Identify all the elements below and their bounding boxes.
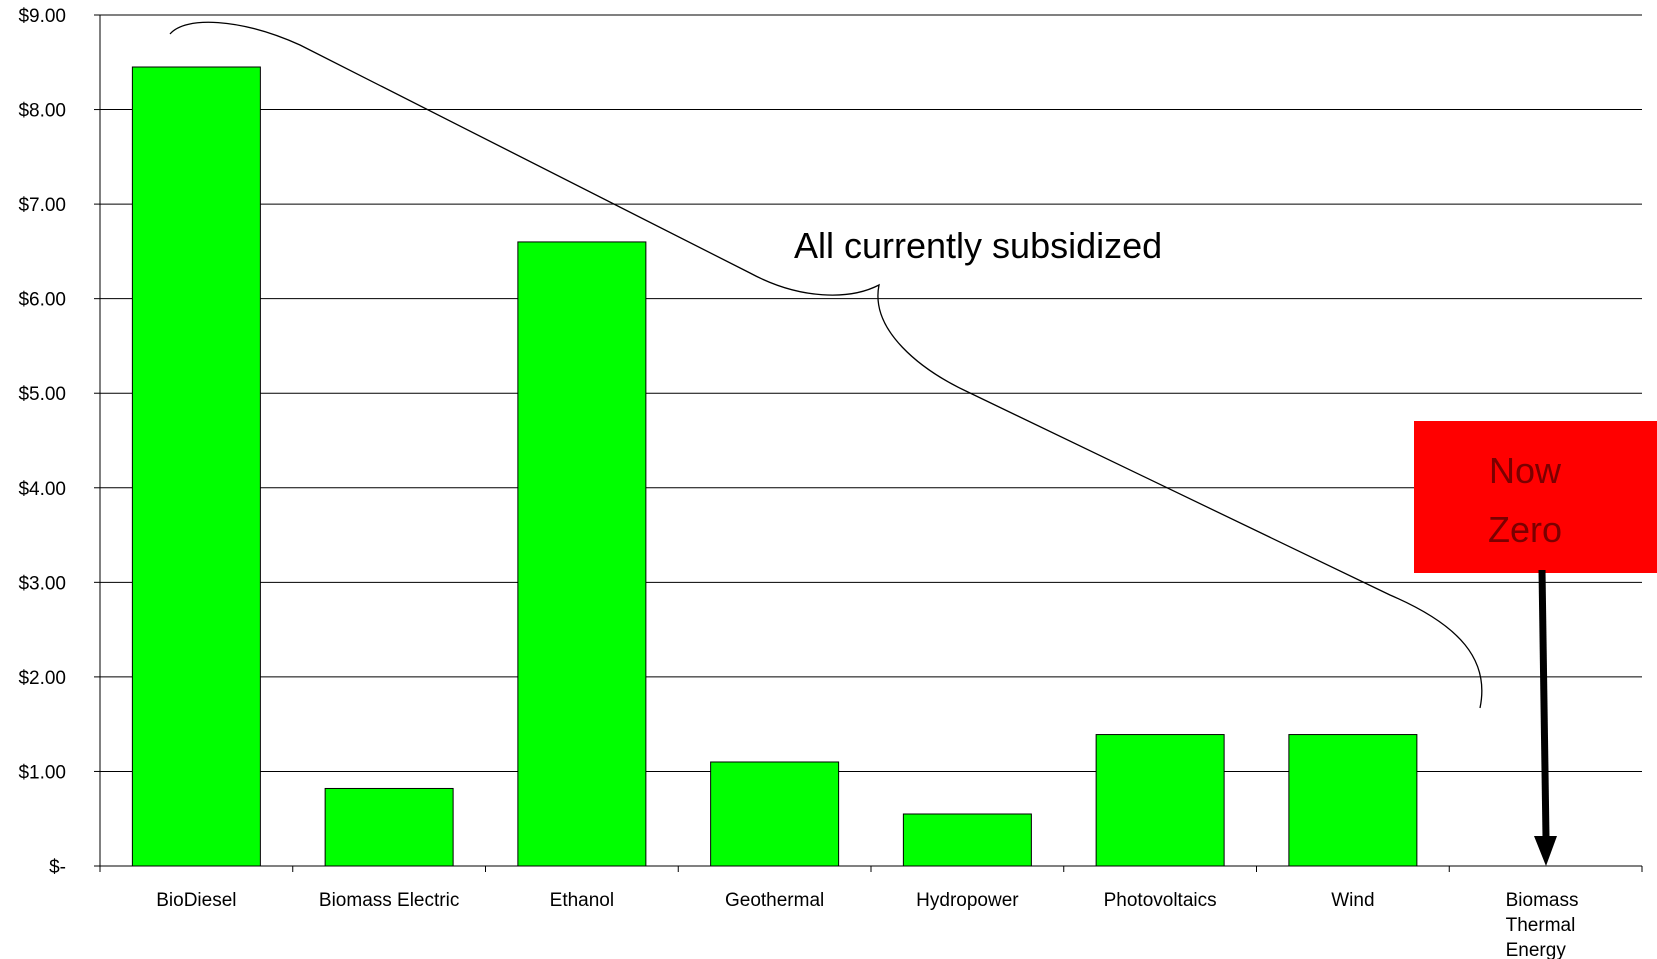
y-tick-label: $5.00 bbox=[18, 384, 66, 405]
y-tick-label: $4.00 bbox=[18, 479, 66, 500]
y-tick-labels: $- $1.00 $2.00 $3.00 $4.00 $5.00 $6.00 $7.00 $8.… bbox=[18, 6, 66, 878]
x-category-label: Photovoltaics bbox=[1104, 890, 1217, 911]
y-tick-label: $- bbox=[49, 857, 66, 878]
now-zero-callout bbox=[1414, 421, 1657, 573]
x-category-label: Biomass Thermal Energy bbox=[1506, 890, 1579, 959]
bar bbox=[517, 241, 647, 867]
bar bbox=[902, 813, 1032, 867]
bar bbox=[324, 787, 454, 867]
x-category-label: Wind bbox=[1331, 890, 1374, 911]
y-tick-label: $2.00 bbox=[18, 668, 66, 689]
zero-arrow-shaft bbox=[1538, 569, 1550, 839]
bar bbox=[1095, 734, 1225, 867]
x-category-label: BioDiesel bbox=[156, 890, 236, 911]
brace-annotation bbox=[169, 21, 1483, 709]
gridlines bbox=[100, 14, 1642, 772]
x-category-label: Biomass Electric bbox=[319, 890, 459, 911]
x-category-labels: BioDiesel Biomass Electric Ethanol Geotherm… bbox=[156, 890, 1578, 959]
bar bbox=[710, 761, 840, 867]
zero-arrow-head bbox=[1534, 836, 1557, 866]
bars bbox=[131, 66, 1418, 867]
axes bbox=[94, 14, 1643, 872]
y-tick-label: $1.00 bbox=[18, 762, 66, 783]
callout-line-zero: Zero bbox=[1488, 509, 1562, 550]
bar bbox=[131, 66, 261, 867]
x-category-label: Hydropower bbox=[916, 890, 1019, 911]
x-category-label: Geothermal bbox=[725, 890, 824, 911]
y-tick-label: $7.00 bbox=[18, 195, 66, 216]
y-tick-label: $3.00 bbox=[18, 573, 66, 594]
x-category-label: Ethanol bbox=[550, 890, 614, 911]
brace-label: All currently subsidized bbox=[794, 225, 1162, 266]
y-tick-label: $6.00 bbox=[18, 290, 66, 311]
callout-line-now: Now bbox=[1489, 450, 1562, 491]
bar bbox=[1288, 734, 1418, 867]
y-tick-label: $9.00 bbox=[18, 6, 66, 27]
y-tick-label: $8.00 bbox=[18, 101, 66, 122]
